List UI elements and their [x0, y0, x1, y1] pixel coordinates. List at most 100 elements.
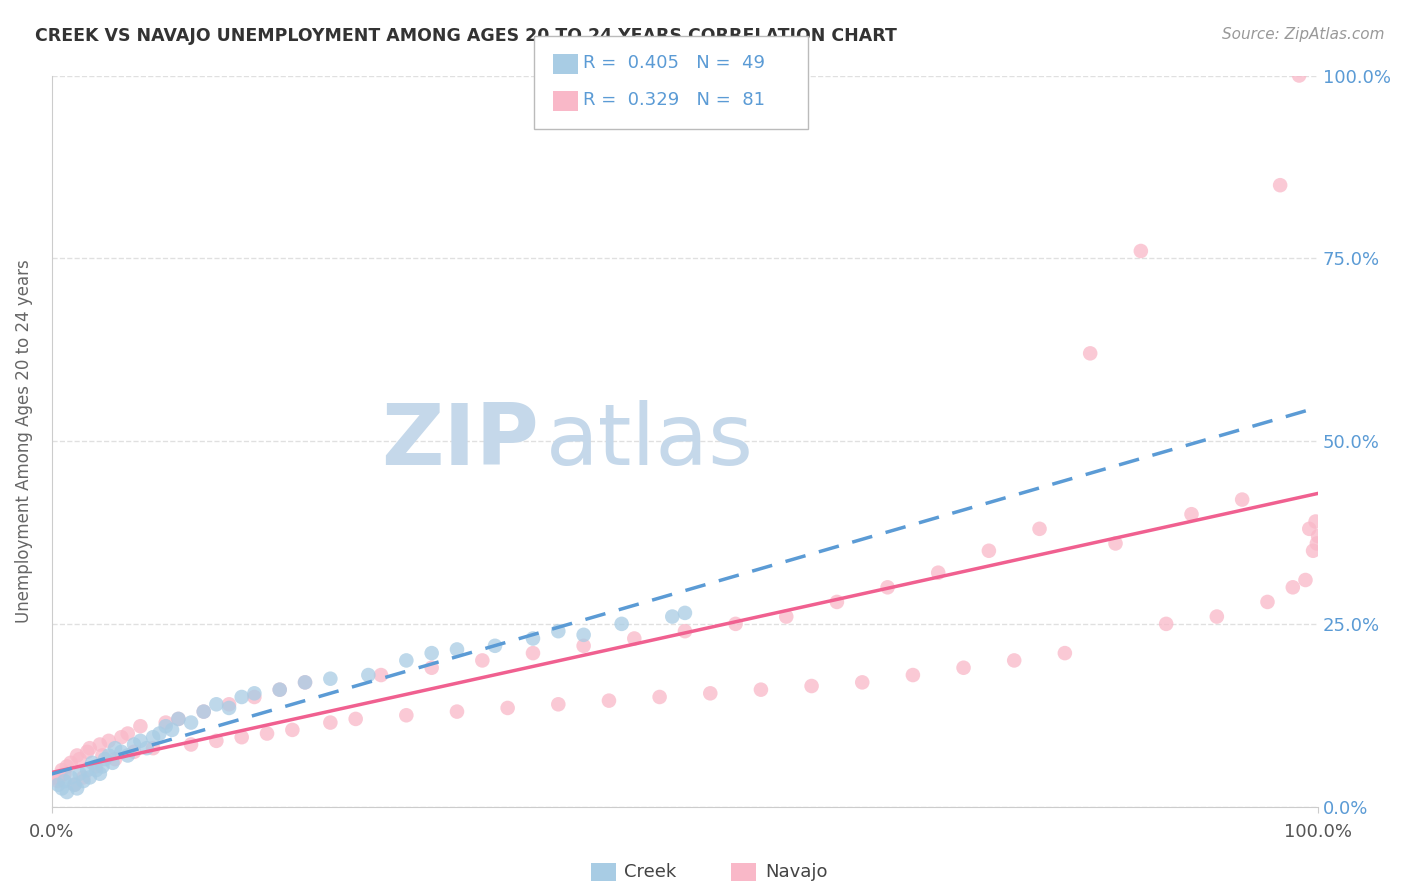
- Point: [876, 580, 898, 594]
- Point: [1154, 616, 1177, 631]
- Point: [51, 763, 73, 777]
- Point: [1053, 646, 1076, 660]
- Point: [598, 693, 620, 707]
- Point: [1298, 522, 1320, 536]
- Point: [218, 701, 240, 715]
- Text: Source: ZipAtlas.com: Source: ZipAtlas.com: [1222, 27, 1385, 42]
- Point: [104, 741, 127, 756]
- Point: [84, 759, 107, 773]
- Text: Navajo: Navajo: [765, 863, 827, 881]
- Point: [63, 778, 86, 792]
- Point: [193, 705, 215, 719]
- Point: [851, 675, 873, 690]
- Point: [370, 668, 392, 682]
- Point: [395, 708, 418, 723]
- Point: [117, 726, 139, 740]
- Point: [79, 741, 101, 756]
- Point: [129, 719, 152, 733]
- Point: [94, 752, 117, 766]
- Point: [724, 616, 747, 631]
- Point: [1129, 244, 1152, 258]
- Point: [775, 609, 797, 624]
- Point: [205, 734, 228, 748]
- Point: [673, 606, 696, 620]
- Point: [1028, 522, 1050, 536]
- Point: [319, 715, 342, 730]
- Point: [243, 690, 266, 704]
- Point: [496, 701, 519, 715]
- Point: [471, 653, 494, 667]
- Point: [522, 632, 544, 646]
- Point: [1281, 580, 1303, 594]
- Point: [46, 774, 69, 789]
- Point: [357, 668, 380, 682]
- Point: [89, 766, 111, 780]
- Point: [135, 741, 157, 756]
- Point: [167, 712, 190, 726]
- Point: [243, 686, 266, 700]
- Point: [129, 734, 152, 748]
- Point: [110, 745, 132, 759]
- Point: [420, 661, 443, 675]
- Point: [97, 734, 120, 748]
- Point: [66, 748, 89, 763]
- Point: [56, 785, 79, 799]
- Point: [91, 748, 114, 763]
- Point: [1205, 609, 1227, 624]
- Text: Creek: Creek: [624, 863, 676, 881]
- Point: [148, 726, 170, 740]
- Point: [104, 752, 127, 766]
- Point: [69, 752, 91, 766]
- Point: [122, 738, 145, 752]
- Point: [79, 771, 101, 785]
- Point: [97, 748, 120, 763]
- Point: [610, 616, 633, 631]
- Point: [76, 763, 98, 777]
- Point: [269, 682, 291, 697]
- Point: [547, 698, 569, 712]
- Point: [142, 730, 165, 744]
- Point: [927, 566, 949, 580]
- Point: [1305, 515, 1327, 529]
- Point: [623, 632, 645, 646]
- Point: [84, 763, 107, 777]
- Point: [117, 748, 139, 763]
- Point: [952, 661, 974, 675]
- Point: [1104, 536, 1126, 550]
- Point: [673, 624, 696, 639]
- Point: [1180, 507, 1202, 521]
- Point: [59, 756, 82, 770]
- Text: CREEK VS NAVAJO UNEMPLOYMENT AMONG AGES 20 TO 24 YEARS CORRELATION CHART: CREEK VS NAVAJO UNEMPLOYMENT AMONG AGES …: [35, 27, 897, 45]
- Point: [344, 712, 367, 726]
- Point: [1256, 595, 1278, 609]
- Point: [1302, 543, 1324, 558]
- Point: [69, 766, 91, 780]
- Point: [749, 682, 772, 697]
- Point: [1288, 69, 1310, 83]
- Point: [53, 766, 76, 780]
- Point: [269, 682, 291, 697]
- Point: [699, 686, 721, 700]
- Point: [44, 771, 66, 785]
- Point: [122, 745, 145, 759]
- Point: [572, 639, 595, 653]
- Point: [59, 771, 82, 785]
- Text: R =  0.405   N =  49: R = 0.405 N = 49: [583, 54, 765, 72]
- Point: [1002, 653, 1025, 667]
- Point: [51, 781, 73, 796]
- Point: [800, 679, 823, 693]
- Point: [160, 723, 183, 737]
- Point: [89, 738, 111, 752]
- Point: [72, 774, 94, 789]
- Point: [193, 705, 215, 719]
- Text: ZIP: ZIP: [381, 400, 540, 483]
- Point: [1308, 529, 1330, 543]
- Point: [142, 741, 165, 756]
- Point: [155, 715, 177, 730]
- Y-axis label: Unemployment Among Ages 20 to 24 years: Unemployment Among Ages 20 to 24 years: [15, 260, 32, 623]
- Point: [82, 756, 104, 770]
- Point: [446, 642, 468, 657]
- Point: [661, 609, 683, 624]
- Point: [76, 745, 98, 759]
- Point: [56, 759, 79, 773]
